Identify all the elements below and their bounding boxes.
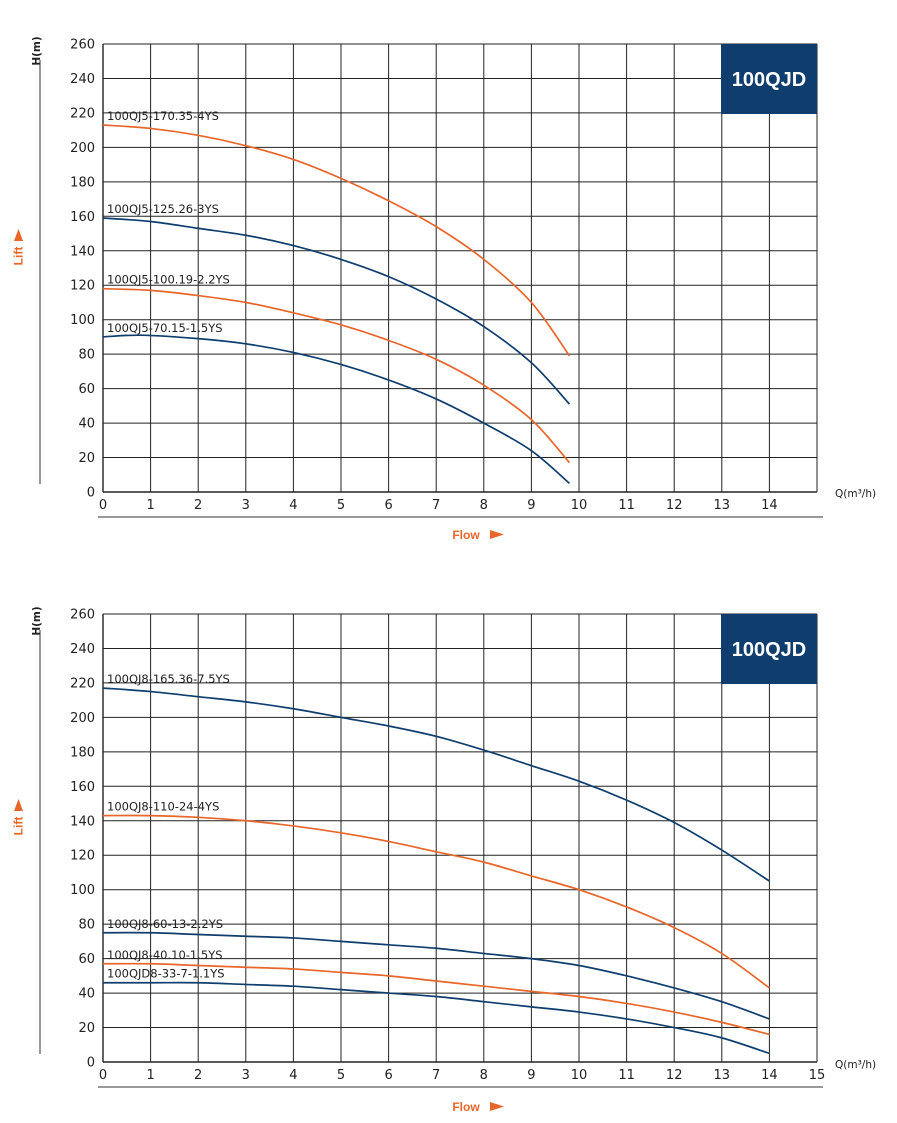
x-tick-label: 7 <box>432 1068 440 1083</box>
y-tick-label: 240 <box>70 642 95 657</box>
x-tick-label: 15 <box>809 1068 826 1083</box>
y-tick-label: 40 <box>78 987 95 1002</box>
y-unit-label: H(m) <box>31 606 43 635</box>
x-tick-label: 5 <box>337 498 345 513</box>
y-tick-label: 0 <box>87 1056 95 1071</box>
x-tick-label: 12 <box>666 1068 683 1083</box>
x-tick-label: 4 <box>289 1068 297 1083</box>
series-label: 100QJ8-165.36-7.5YS <box>107 672 230 686</box>
series-label: 100QJ8-110-24-4YS <box>107 800 219 814</box>
x-tick-label: 8 <box>480 1068 488 1083</box>
series-line <box>102 287 571 464</box>
y-tick-label: 200 <box>70 141 95 156</box>
y-tick-label: 220 <box>70 676 95 691</box>
x-tick-label: 0 <box>99 498 107 513</box>
x-tick-label: 10 <box>571 498 588 513</box>
x-tick-label: 11 <box>618 498 635 513</box>
y-tick-label: 140 <box>70 814 95 829</box>
y-tick-label: 60 <box>78 382 95 397</box>
y-tick-label: 240 <box>70 72 95 87</box>
y-tick-label: 260 <box>70 608 95 623</box>
x-tick-label: 7 <box>432 498 440 513</box>
x-tick-label: 8 <box>480 498 488 513</box>
y-unit-label: H(m) <box>31 36 43 65</box>
x-tick-label: 6 <box>384 1068 392 1083</box>
y-tick-label: 80 <box>78 348 95 363</box>
x-tick-label: 6 <box>384 498 392 513</box>
x-tick-label: 12 <box>666 498 683 513</box>
x-tick-label: 14 <box>761 498 778 513</box>
x-unit-label: Q(m³/h) <box>835 1059 876 1071</box>
lift-label: Lift <box>12 247 26 266</box>
series-line <box>102 334 571 485</box>
series-label: 100QJ5-100.19-2.2YS <box>107 273 230 287</box>
lift-arrow-icon <box>14 799 23 811</box>
y-tick-label: 40 <box>78 417 95 432</box>
x-tick-label: 3 <box>242 498 250 513</box>
series-label: 100QJ8-40.10-1.5YS <box>107 948 223 962</box>
lift-group: Lift <box>12 799 26 835</box>
x-tick-label: 3 <box>242 1068 250 1083</box>
flow-label: Flow <box>452 528 480 542</box>
series-line <box>102 217 571 405</box>
x-tick-label: 13 <box>714 498 731 513</box>
x-tick-label: 10 <box>571 1068 588 1083</box>
series-label: 100QJ5-70.15-1.5YS <box>107 321 223 335</box>
lift-arrow-icon <box>14 229 23 241</box>
x-tick-label: 14 <box>761 1068 778 1083</box>
series-line <box>102 962 770 1036</box>
series-label: 100QJD8-33-7-1.1YS <box>107 967 225 981</box>
x-tick-label: 2 <box>194 498 202 513</box>
y-tick-label: 120 <box>70 279 95 294</box>
x-tick-label: 0 <box>99 1068 107 1083</box>
x-unit-label: Q(m³/h) <box>835 488 876 500</box>
model-badge <box>721 44 817 114</box>
series-label: 100QJ8-60-13-2.2YS <box>107 917 223 931</box>
x-tick-label: 4 <box>289 498 297 513</box>
series-label: 100QJ5-170.35-4YS <box>107 109 219 123</box>
series-line <box>102 814 770 989</box>
y-tick-label: 20 <box>78 451 95 466</box>
y-tick-label: 200 <box>70 711 95 726</box>
series-line <box>102 687 770 882</box>
x-tick-label: 1 <box>146 1068 154 1083</box>
y-tick-label: 180 <box>70 175 95 190</box>
x-tick-label: 9 <box>527 498 535 513</box>
y-tick-label: 120 <box>70 849 95 864</box>
y-tick-label: 0 <box>87 486 95 501</box>
model-badge-title: 100QJD <box>732 639 807 661</box>
series-line <box>102 931 770 1020</box>
x-tick-label: 9 <box>527 1068 535 1083</box>
x-tick-label: 5 <box>337 1068 345 1083</box>
y-tick-label: 180 <box>70 745 95 760</box>
y-tick-label: 260 <box>70 38 95 53</box>
model-badge <box>721 614 817 684</box>
series-line <box>102 124 571 357</box>
y-tick-label: 100 <box>70 313 95 328</box>
series-line <box>102 981 770 1055</box>
flow-arrow-icon <box>490 530 504 539</box>
lift-label: Lift <box>12 817 26 836</box>
y-tick-label: 80 <box>78 918 95 933</box>
y-tick-label: 140 <box>70 244 95 259</box>
x-tick-label: 2 <box>194 1068 202 1083</box>
y-tick-label: 220 <box>70 106 95 121</box>
model-badge-title: 100QJD <box>732 69 807 91</box>
flow-label: Flow <box>452 1100 480 1114</box>
y-tick-label: 20 <box>78 1021 95 1036</box>
y-tick-label: 160 <box>70 780 95 795</box>
x-tick-label: 1 <box>146 498 154 513</box>
x-tick-label: 13 <box>714 1068 731 1083</box>
lift-group: Lift <box>12 229 26 265</box>
flow-arrow-icon <box>490 1102 504 1111</box>
y-tick-label: 160 <box>70 210 95 225</box>
x-tick-label: 11 <box>618 1068 635 1083</box>
series-label: 100QJ5-125.26-3YS <box>107 202 219 216</box>
y-tick-label: 100 <box>70 883 95 898</box>
y-tick-label: 60 <box>78 952 95 967</box>
